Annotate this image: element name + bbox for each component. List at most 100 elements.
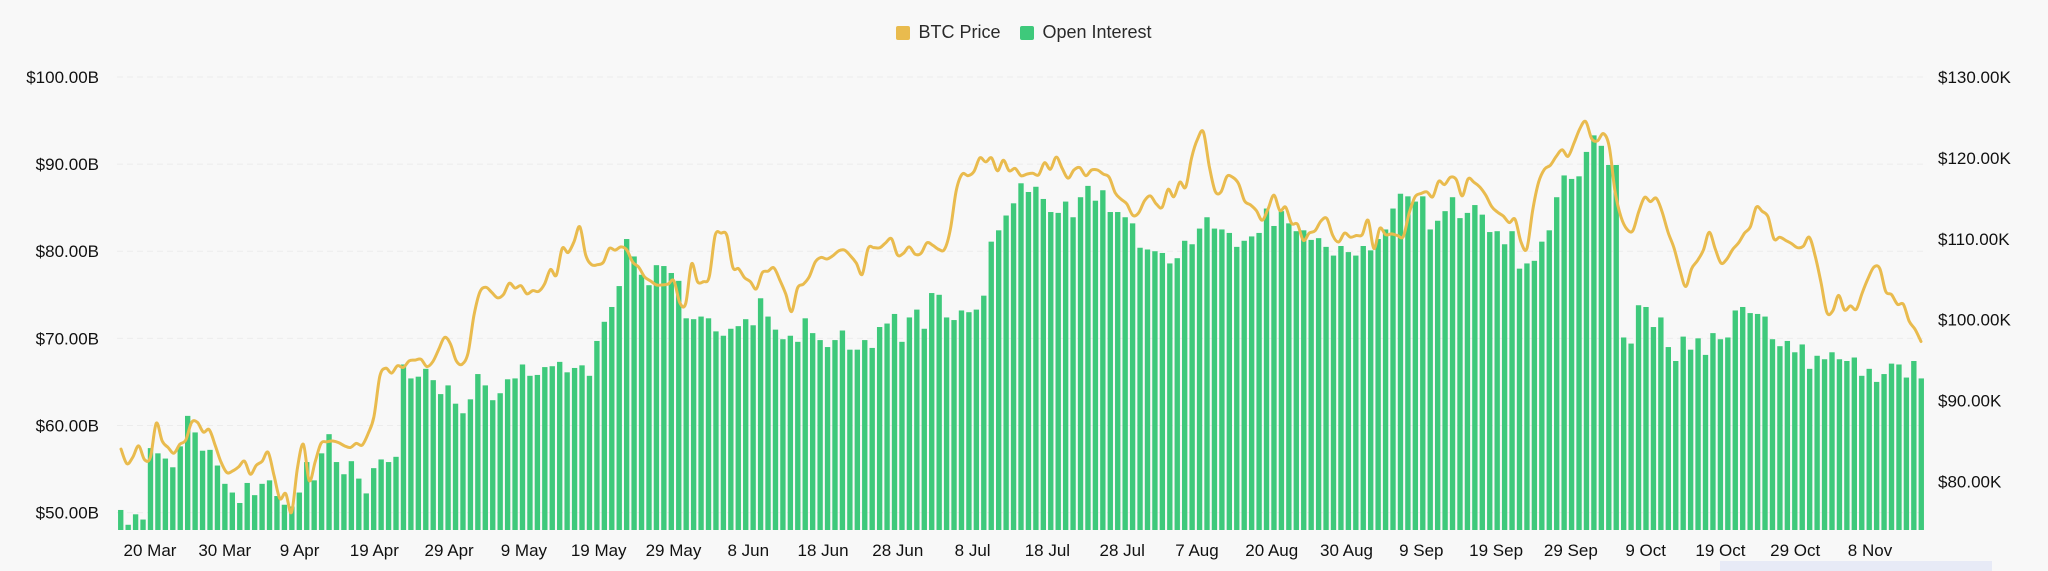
open-interest-bar[interactable] bbox=[1784, 340, 1791, 530]
open-interest-bar[interactable] bbox=[437, 394, 444, 530]
open-interest-bar[interactable] bbox=[713, 331, 719, 530]
open-interest-bar[interactable] bbox=[1360, 246, 1366, 530]
open-interest-bar[interactable] bbox=[1740, 306, 1746, 530]
open-interest-bar[interactable] bbox=[289, 506, 295, 530]
open-interest-bar[interactable] bbox=[1851, 357, 1857, 530]
open-interest-bar[interactable] bbox=[1159, 252, 1166, 530]
open-interest-bar[interactable] bbox=[497, 393, 503, 530]
open-interest-bar[interactable] bbox=[1673, 360, 1679, 530]
open-interest-bar[interactable] bbox=[162, 458, 169, 530]
open-interest-bar[interactable] bbox=[1301, 230, 1307, 531]
open-interest-bar[interactable] bbox=[1174, 258, 1180, 530]
open-interest-bar[interactable] bbox=[802, 318, 808, 530]
open-interest-bar[interactable] bbox=[1903, 377, 1910, 530]
open-interest-bar[interactable] bbox=[1137, 247, 1143, 530]
open-interest-bar[interactable] bbox=[251, 495, 258, 530]
open-interest-bar[interactable] bbox=[757, 298, 764, 530]
open-interest-bar[interactable] bbox=[988, 241, 994, 530]
open-interest-bar[interactable] bbox=[1256, 232, 1262, 531]
open-interest-bar[interactable] bbox=[1487, 232, 1493, 531]
open-interest-bar[interactable] bbox=[1122, 217, 1128, 530]
open-interest-bar[interactable] bbox=[1234, 246, 1240, 530]
open-interest-bar[interactable] bbox=[1754, 313, 1761, 530]
open-interest-bar[interactable] bbox=[1375, 239, 1381, 531]
open-interest-bar[interactable] bbox=[1100, 190, 1106, 530]
open-interest-bar[interactable] bbox=[817, 340, 823, 530]
open-interest-bar[interactable] bbox=[1888, 363, 1895, 530]
open-interest-bar[interactable] bbox=[460, 413, 466, 530]
open-interest-bar[interactable] bbox=[1144, 249, 1151, 530]
open-interest-bar[interactable] bbox=[795, 341, 801, 530]
open-interest-bar[interactable] bbox=[936, 294, 942, 530]
open-interest-bar[interactable] bbox=[385, 462, 392, 530]
open-interest-bar[interactable] bbox=[341, 474, 347, 530]
open-interest-bar[interactable] bbox=[199, 450, 206, 530]
open-interest-bar[interactable] bbox=[966, 312, 972, 530]
open-interest-bar[interactable] bbox=[1799, 344, 1805, 530]
open-interest-bar[interactable] bbox=[1576, 176, 1582, 531]
open-interest-bar[interactable] bbox=[475, 374, 481, 530]
open-interest-bar[interactable] bbox=[839, 330, 846, 530]
open-interest-bar[interactable] bbox=[1866, 368, 1872, 530]
open-interest-bar[interactable] bbox=[1665, 347, 1671, 530]
open-interest-bar[interactable] bbox=[1189, 244, 1195, 530]
open-interest-bar[interactable] bbox=[408, 378, 414, 530]
open-interest-bar[interactable] bbox=[1635, 305, 1642, 530]
open-interest-bar[interactable] bbox=[1420, 196, 1426, 530]
open-interest-bar[interactable] bbox=[1167, 263, 1173, 530]
open-interest-bar[interactable] bbox=[393, 456, 399, 530]
open-interest-bar[interactable] bbox=[1286, 223, 1292, 530]
open-interest-bar[interactable] bbox=[906, 317, 913, 530]
open-interest-bar[interactable] bbox=[899, 341, 905, 530]
open-interest-bar[interactable] bbox=[862, 340, 868, 530]
open-interest-bar[interactable] bbox=[1345, 252, 1352, 530]
open-interest-bar[interactable] bbox=[1062, 201, 1069, 530]
open-interest-bar[interactable] bbox=[869, 347, 875, 530]
open-interest-bar[interactable] bbox=[564, 372, 570, 530]
btc-price-line[interactable] bbox=[119, 119, 1923, 515]
open-interest-bar[interactable] bbox=[542, 367, 548, 530]
open-interest-bar[interactable] bbox=[832, 340, 838, 530]
open-interest-bar[interactable] bbox=[653, 265, 660, 530]
open-interest-bar[interactable] bbox=[1003, 215, 1009, 530]
open-interest-bar[interactable] bbox=[207, 449, 213, 530]
open-interest-bar[interactable] bbox=[356, 478, 362, 530]
open-interest-bar[interactable] bbox=[1494, 231, 1500, 531]
open-interest-bar[interactable] bbox=[668, 273, 674, 530]
open-interest-bar[interactable] bbox=[266, 480, 273, 530]
open-interest-bar[interactable] bbox=[333, 462, 340, 530]
open-interest-bar[interactable] bbox=[1554, 197, 1560, 530]
legend-item-btc-price[interactable]: BTC Price bbox=[896, 22, 1000, 43]
open-interest-bar[interactable] bbox=[1539, 241, 1545, 530]
open-interest-bar[interactable] bbox=[847, 349, 853, 530]
open-interest-bar[interactable] bbox=[1859, 375, 1865, 530]
open-interest-bar[interactable] bbox=[1293, 231, 1299, 531]
open-interest-bar[interactable] bbox=[1263, 208, 1270, 530]
open-interest-bar[interactable] bbox=[646, 285, 652, 530]
open-interest-bar[interactable] bbox=[1509, 231, 1515, 531]
open-interest-bar[interactable] bbox=[914, 309, 920, 530]
open-interest-bar[interactable] bbox=[445, 385, 451, 530]
open-interest-bar[interactable] bbox=[1390, 208, 1396, 530]
open-interest-bar[interactable] bbox=[423, 368, 429, 530]
open-interest-bar[interactable] bbox=[1427, 229, 1433, 531]
open-interest-bar[interactable] bbox=[1501, 244, 1508, 530]
open-interest-bar[interactable] bbox=[973, 309, 980, 530]
open-interest-bar[interactable] bbox=[728, 328, 734, 530]
open-interest-bar[interactable] bbox=[1308, 239, 1314, 530]
open-interest-bar[interactable] bbox=[512, 378, 518, 530]
open-interest-bar[interactable] bbox=[1048, 212, 1054, 530]
open-interest-bar[interactable] bbox=[177, 446, 183, 530]
open-interest-bar[interactable] bbox=[1353, 255, 1359, 530]
open-interest-bar[interactable] bbox=[1814, 355, 1820, 530]
open-interest-bar[interactable] bbox=[1129, 223, 1136, 530]
open-interest-bar[interactable] bbox=[318, 453, 325, 530]
open-interest-bar[interactable] bbox=[452, 403, 459, 530]
open-interest-bar[interactable] bbox=[1152, 251, 1158, 530]
open-interest-bar[interactable] bbox=[1338, 246, 1344, 530]
open-interest-bar[interactable] bbox=[1695, 338, 1701, 530]
open-interest-bar[interactable] bbox=[616, 286, 622, 530]
open-interest-bar[interactable] bbox=[519, 364, 526, 530]
open-interest-bar[interactable] bbox=[780, 339, 786, 530]
open-interest-bar[interactable] bbox=[549, 366, 555, 530]
